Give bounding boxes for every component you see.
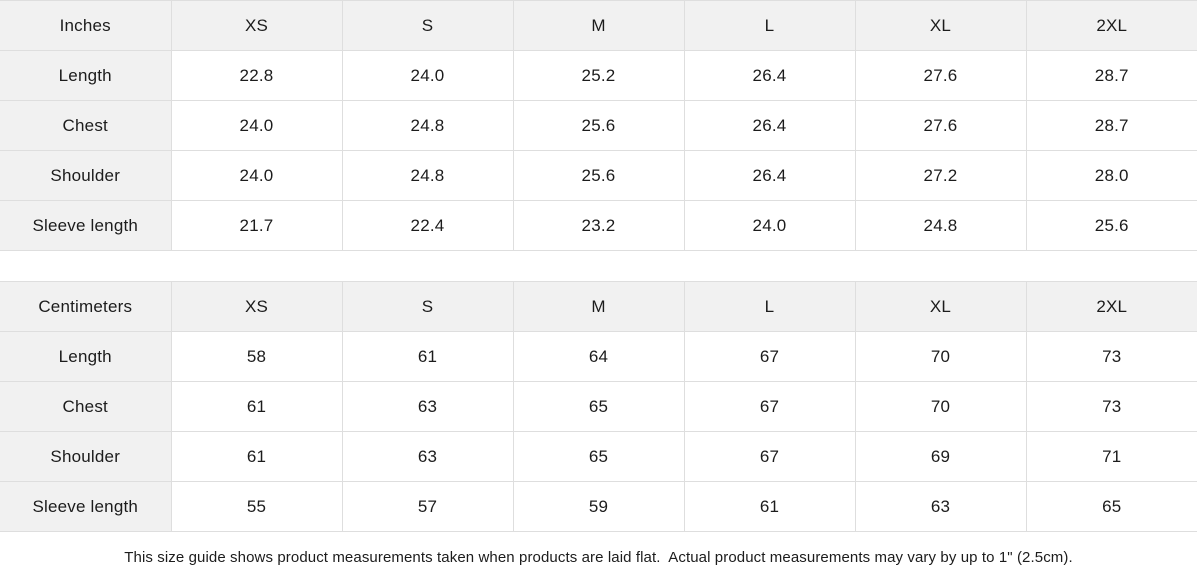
table-cell: 64 xyxy=(512,331,685,382)
size-table-inches: Inches XS S M L XL 2XL Length 22.8 24.0 … xyxy=(0,0,1197,251)
table-cell: 67 xyxy=(683,431,856,482)
table-row: Sleeve length 55 57 59 61 63 65 xyxy=(0,481,1197,532)
table-cell: 71 xyxy=(1025,431,1197,482)
table-cell: 25.6 xyxy=(1025,200,1197,251)
table-cell: 24.0 xyxy=(170,100,343,151)
table-cell: 58 xyxy=(170,331,343,382)
table-cell: 61 xyxy=(683,481,856,532)
table-row: Sleeve length 21.7 22.4 23.2 24.0 24.8 2… xyxy=(0,200,1197,251)
row-label: Sleeve length xyxy=(0,481,172,532)
row-label: Shoulder xyxy=(0,150,172,201)
table-cell: 61 xyxy=(170,431,343,482)
table-cell: 63 xyxy=(341,431,514,482)
table-cell: 21.7 xyxy=(170,200,343,251)
table-cell: 28.7 xyxy=(1025,50,1197,101)
table-cell: 59 xyxy=(512,481,685,532)
table-cell: 24.0 xyxy=(341,50,514,101)
row-label: Chest xyxy=(0,381,172,432)
table-cell: 28.0 xyxy=(1025,150,1197,201)
unit-header-cell: Centimeters xyxy=(0,281,172,332)
row-label: Sleeve length xyxy=(0,200,172,251)
table-header-row: Inches XS S M L XL 2XL xyxy=(0,0,1197,51)
table-cell: 24.0 xyxy=(170,150,343,201)
table-cell: 22.4 xyxy=(341,200,514,251)
table-cell: 67 xyxy=(683,381,856,432)
table-row: Length 58 61 64 67 70 73 xyxy=(0,331,1197,382)
table-cell: 67 xyxy=(683,331,856,382)
table-cell: 25.2 xyxy=(512,50,685,101)
row-label: Shoulder xyxy=(0,431,172,482)
size-header-cell: XS xyxy=(170,0,343,51)
table-cell: 25.6 xyxy=(512,100,685,151)
table-row: Shoulder 24.0 24.8 25.6 26.4 27.2 28.0 xyxy=(0,150,1197,201)
table-cell: 73 xyxy=(1025,381,1197,432)
row-label: Length xyxy=(0,331,172,382)
table-cell: 57 xyxy=(341,481,514,532)
size-header-cell: S xyxy=(341,0,514,51)
table-cell: 26.4 xyxy=(683,50,856,101)
size-header-cell: 2XL xyxy=(1025,281,1197,332)
table-cell: 28.7 xyxy=(1025,100,1197,151)
table-cell: 24.8 xyxy=(341,150,514,201)
table-cell: 63 xyxy=(341,381,514,432)
table-cell: 65 xyxy=(512,381,685,432)
table-cell: 26.4 xyxy=(683,150,856,201)
size-header-cell: 2XL xyxy=(1025,0,1197,51)
table-cell: 69 xyxy=(854,431,1027,482)
row-label: Length xyxy=(0,50,172,101)
size-header-cell: S xyxy=(341,281,514,332)
size-header-cell: L xyxy=(683,0,856,51)
table-row: Chest 24.0 24.8 25.6 26.4 27.6 28.7 xyxy=(0,100,1197,151)
table-cell: 23.2 xyxy=(512,200,685,251)
table-row: Chest 61 63 65 67 70 73 xyxy=(0,381,1197,432)
table-cell: 24.0 xyxy=(683,200,856,251)
table-cell: 65 xyxy=(1025,481,1197,532)
table-cell: 27.6 xyxy=(854,50,1027,101)
size-header-cell: M xyxy=(512,281,685,332)
table-cell: 73 xyxy=(1025,331,1197,382)
table-cell: 70 xyxy=(854,331,1027,382)
table-cell: 65 xyxy=(512,431,685,482)
size-header-cell: M xyxy=(512,0,685,51)
table-cell: 70 xyxy=(854,381,1027,432)
size-header-cell: XL xyxy=(854,0,1027,51)
size-header-cell: XS xyxy=(170,281,343,332)
table-cell: 27.2 xyxy=(854,150,1027,201)
row-label: Chest xyxy=(0,100,172,151)
table-cell: 61 xyxy=(341,331,514,382)
table-cell: 22.8 xyxy=(170,50,343,101)
size-header-cell: L xyxy=(683,281,856,332)
table-cell: 24.8 xyxy=(854,200,1027,251)
table-cell: 55 xyxy=(170,481,343,532)
table-spacer xyxy=(0,251,1197,281)
size-table-centimeters: Centimeters XS S M L XL 2XL Length 58 61… xyxy=(0,281,1197,532)
table-header-row: Centimeters XS S M L XL 2XL xyxy=(0,281,1197,332)
table-cell: 25.6 xyxy=(512,150,685,201)
table-cell: 26.4 xyxy=(683,100,856,151)
table-cell: 27.6 xyxy=(854,100,1027,151)
table-row: Shoulder 61 63 65 67 69 71 xyxy=(0,431,1197,482)
table-cell: 24.8 xyxy=(341,100,514,151)
table-row: Length 22.8 24.0 25.2 26.4 27.6 28.7 xyxy=(0,50,1197,101)
size-guide-note: This size guide shows product measuremen… xyxy=(124,548,1073,566)
size-header-cell: XL xyxy=(854,281,1027,332)
table-cell: 63 xyxy=(854,481,1027,532)
table-cell: 61 xyxy=(170,381,343,432)
unit-header-cell: Inches xyxy=(0,0,172,51)
